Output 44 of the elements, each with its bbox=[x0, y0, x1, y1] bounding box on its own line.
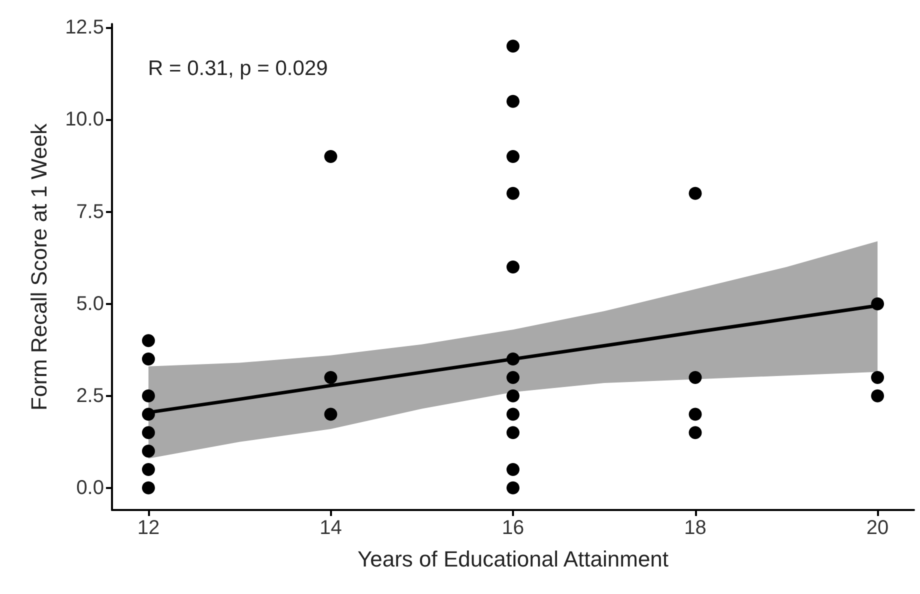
y-axis-title: Form Recall Score at 1 Week bbox=[26, 122, 52, 410]
point bbox=[506, 94, 520, 108]
point bbox=[688, 370, 702, 384]
x-tick-label: 18 bbox=[684, 517, 706, 539]
y-tick-label: 5.0 bbox=[76, 292, 104, 315]
point bbox=[871, 370, 884, 384]
y-tick-label: 7.5 bbox=[76, 200, 104, 223]
point bbox=[142, 334, 155, 348]
point bbox=[871, 389, 884, 402]
point bbox=[688, 426, 702, 440]
point bbox=[142, 463, 155, 476]
y-tick-label: 2.5 bbox=[76, 384, 104, 407]
x-axis-title: Years of Educational Attainment bbox=[357, 546, 669, 572]
point bbox=[871, 297, 884, 310]
point bbox=[506, 389, 520, 402]
point bbox=[506, 150, 520, 164]
point bbox=[324, 150, 338, 164]
point bbox=[142, 481, 155, 494]
point bbox=[506, 408, 520, 421]
point bbox=[506, 481, 520, 494]
point bbox=[506, 463, 520, 476]
x-tick-label: 20 bbox=[866, 517, 889, 539]
point bbox=[142, 408, 155, 421]
point bbox=[506, 260, 520, 274]
point bbox=[688, 408, 702, 421]
point bbox=[506, 186, 520, 200]
point bbox=[506, 352, 520, 366]
point bbox=[142, 444, 155, 458]
point bbox=[142, 389, 155, 402]
point bbox=[688, 186, 702, 200]
point bbox=[506, 370, 520, 384]
point bbox=[324, 370, 338, 384]
x-tick-label: 16 bbox=[502, 517, 524, 539]
x-tick-label: 14 bbox=[320, 517, 342, 539]
y-tick-label: 10.0 bbox=[65, 108, 104, 131]
y-tick-label: 0.0 bbox=[76, 476, 104, 499]
y-tick-label: 12.5 bbox=[65, 16, 104, 39]
point bbox=[506, 426, 520, 440]
annotation: R = 0.31, p = 0.029 bbox=[148, 57, 328, 80]
point bbox=[142, 352, 155, 366]
point bbox=[142, 426, 155, 440]
point bbox=[506, 40, 520, 53]
x-tick-label: 12 bbox=[137, 517, 160, 539]
point bbox=[324, 408, 338, 421]
